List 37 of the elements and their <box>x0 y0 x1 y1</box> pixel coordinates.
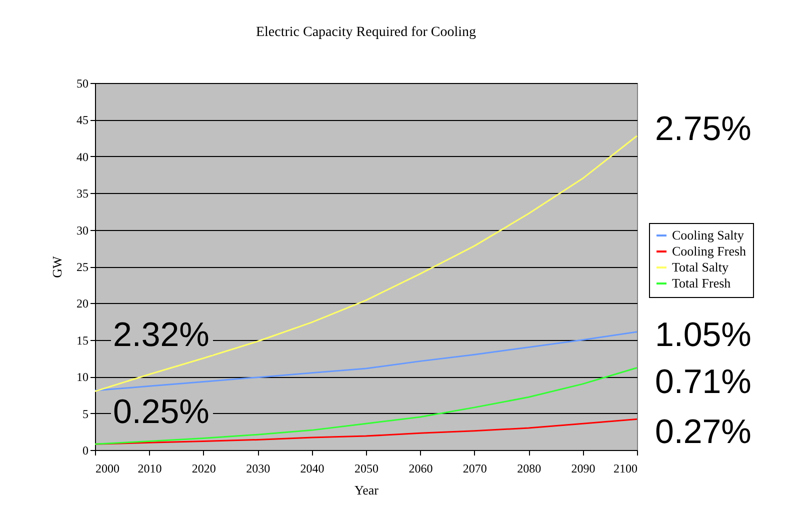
text: 2.75% <box>655 110 752 148</box>
y-tick-label: 15 <box>76 333 88 348</box>
y-tick-label: 50 <box>76 76 88 90</box>
x-tick-label: 2060 <box>408 462 433 476</box>
text: 0.27% <box>655 413 752 451</box>
text: 1.05% <box>655 316 752 354</box>
annotation: 2.32% <box>113 316 210 354</box>
line-series <box>94 135 638 392</box>
text: 0.71% <box>655 363 752 401</box>
line-series <box>94 367 638 445</box>
x-tick-label: 2050 <box>354 462 378 476</box>
y-tick-label: 20 <box>76 296 88 311</box>
annotation: 0.25% <box>113 393 210 431</box>
y-axis-title: GW <box>50 255 64 278</box>
y-tick-label: 30 <box>76 223 88 238</box>
legend-label: Total Salty <box>672 260 729 274</box>
x-tick-label: 2030 <box>246 462 270 476</box>
x-tick-label: 2000 <box>96 462 120 476</box>
y-tick-label: 40 <box>76 150 88 164</box>
x-tick-label: 2040 <box>300 462 324 476</box>
x-tick-label: 2100 <box>614 462 638 476</box>
x-axis-title: Year <box>354 482 380 498</box>
x-tick-label: 2090 <box>571 462 596 476</box>
y-tick-label: 5 <box>82 406 88 421</box>
x-tick-label: 2010 <box>138 462 162 476</box>
legend-label: Cooling Fresh <box>672 244 747 258</box>
y-tick-label: 0 <box>82 444 88 458</box>
y-tick-label: 10 <box>76 370 88 384</box>
y-tick-label: 45 <box>76 113 88 128</box>
x-tick-label: 2080 <box>517 462 542 476</box>
x-tick-label: 2020 <box>192 462 216 476</box>
chart-title: Electric Capacity Required for Cooling <box>256 25 476 40</box>
legend-label: Cooling Salty <box>672 228 744 242</box>
legend-label: Total Fresh <box>672 276 732 290</box>
y-tick-label: 35 <box>76 186 88 201</box>
y-tick-label: 25 <box>76 260 88 274</box>
x-tick-label: 2070 <box>462 462 487 476</box>
